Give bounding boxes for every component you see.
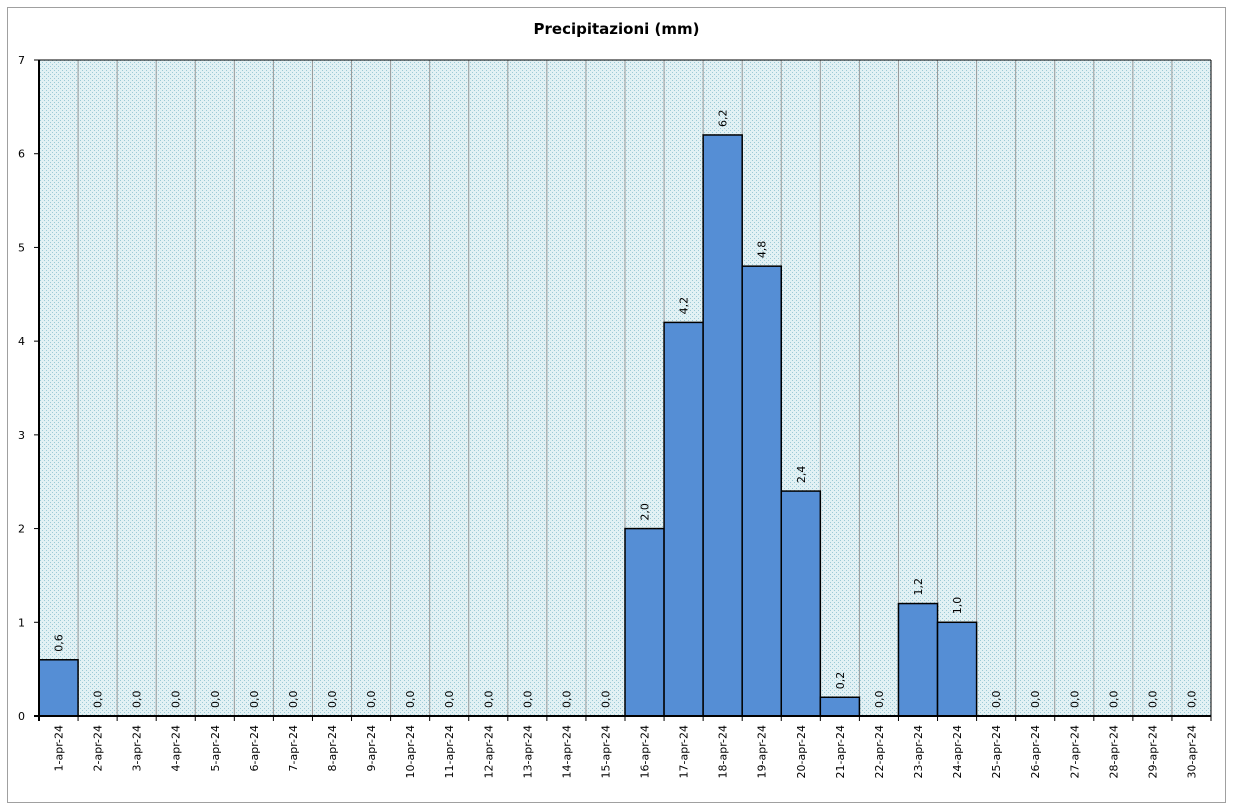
y-tick-label: 7	[18, 54, 25, 67]
data-label: 1,2	[912, 578, 925, 596]
x-tick-label: 22-apr-24	[873, 725, 886, 778]
x-tick-label: 27-apr-24	[1068, 725, 1081, 778]
x-tick-label: 16-apr-24	[639, 725, 652, 778]
x-tick-label: 25-apr-24	[990, 725, 1003, 778]
data-label: 0,0	[443, 691, 456, 709]
x-tick-label: 28-apr-24	[1107, 725, 1120, 778]
bar	[780, 490, 822, 717]
y-tick-label: 1	[18, 616, 25, 629]
data-label: 0,0	[521, 691, 534, 709]
data-label: 0,0	[131, 691, 144, 709]
y-tick-labels: 0 1 2 3 4 5 6 7	[18, 54, 25, 723]
chart-title: Precipitazioni (mm)	[533, 20, 700, 38]
x-tick-label: 2-apr-24	[92, 725, 105, 771]
data-label: 0,0	[365, 691, 378, 709]
axes	[34, 59, 1212, 721]
data-label: 0,0	[287, 691, 300, 709]
data-label: 0,0	[92, 691, 105, 709]
data-label: 0,0	[560, 691, 573, 709]
x-tick-label: 4-apr-24	[170, 725, 183, 771]
bar	[38, 659, 79, 717]
x-tick-label: 7-apr-24	[287, 725, 300, 771]
bar	[936, 621, 978, 717]
x-tick-label: 30-apr-24	[1185, 725, 1198, 778]
x-tick-label: 14-apr-24	[560, 725, 573, 778]
y-tick-label: 0	[18, 710, 25, 723]
data-label: 0,0	[482, 691, 495, 709]
data-label: 0,0	[873, 691, 886, 709]
y-tick-label: 6	[18, 148, 25, 161]
y-tick-label: 2	[18, 523, 25, 536]
bar	[819, 696, 861, 717]
data-label: 0,0	[1146, 691, 1159, 709]
x-tick-label: 11-apr-24	[443, 725, 456, 778]
x-tick-label: 23-apr-24	[912, 725, 925, 778]
y-tick-label: 4	[18, 335, 25, 348]
x-tick-label: 29-apr-24	[1146, 725, 1159, 778]
x-tick-label: 19-apr-24	[756, 725, 769, 778]
bar	[663, 321, 704, 717]
data-labels: 0,6 0,0 0,0 0,0 0,0 0,0 0,0 0,0 0,0 0,0 0,0 0,0 0,0 0…	[53, 109, 1199, 708]
data-label: 0,0	[170, 691, 183, 709]
x-tick-label: 20-apr-24	[795, 725, 808, 778]
x-tick-label: 1-apr-24	[53, 725, 66, 771]
data-label: 2,4	[795, 466, 808, 484]
data-label: 0,0	[990, 691, 1003, 709]
y-tick-label: 3	[18, 429, 25, 442]
y-tick-label: 5	[18, 241, 25, 254]
x-tick-label: 24-apr-24	[951, 725, 964, 778]
x-tick-label: 21-apr-24	[834, 725, 847, 778]
data-label: 0,0	[248, 691, 261, 709]
data-label: 0,6	[53, 634, 66, 652]
data-label: 0,0	[1029, 691, 1042, 709]
data-label: 6,2	[717, 109, 730, 127]
bar	[624, 527, 665, 717]
data-label: 0,2	[834, 672, 847, 690]
x-tick-label: 9-apr-24	[365, 725, 378, 771]
bar	[897, 602, 939, 717]
x-tick-label: 10-apr-24	[404, 725, 417, 778]
data-label: 0,0	[1185, 691, 1198, 709]
data-label: 4,2	[678, 297, 691, 315]
x-tick-label: 6-apr-24	[248, 725, 261, 771]
x-tick-label: 12-apr-24	[482, 725, 495, 778]
data-label: 0,0	[404, 691, 417, 709]
bar	[741, 265, 783, 717]
x-tick-label: 15-apr-24	[599, 725, 612, 778]
data-label: 0,0	[599, 691, 612, 709]
x-tick-label: 5-apr-24	[209, 725, 222, 771]
x-tick-label: 13-apr-24	[521, 725, 534, 778]
x-tick-label: 3-apr-24	[131, 725, 144, 771]
data-label: 0,0	[1068, 691, 1081, 709]
x-tick-label: 26-apr-24	[1029, 725, 1042, 778]
data-label: 1,0	[951, 597, 964, 615]
bar	[702, 134, 743, 717]
bars	[38, 134, 978, 717]
x-tick-label: 17-apr-24	[678, 725, 691, 778]
data-label: 2,0	[639, 503, 652, 521]
data-label: 0,0	[1107, 691, 1120, 709]
x-tick-labels: 1-apr-24 2-apr-24 3-apr-24 4-apr-24 5-apr-24…	[53, 725, 1199, 778]
data-label: 4,8	[756, 241, 769, 259]
data-label: 0,0	[209, 691, 222, 709]
x-tick-label: 8-apr-24	[326, 725, 339, 771]
data-label: 0,0	[326, 691, 339, 709]
x-tick-label: 18-apr-24	[717, 725, 730, 778]
